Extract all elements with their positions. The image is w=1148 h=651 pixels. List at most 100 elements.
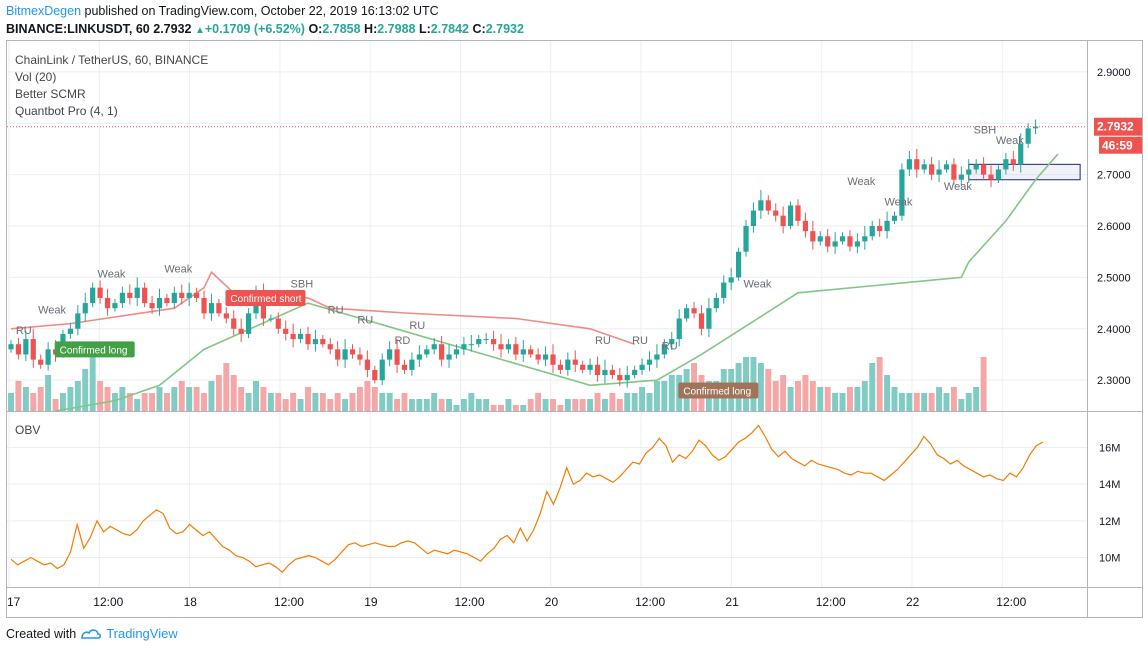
candle-body bbox=[758, 200, 764, 211]
candle-body bbox=[750, 210, 757, 226]
volume-bar bbox=[795, 381, 801, 411]
candle-body bbox=[194, 292, 200, 298]
legend-quantbot[interactable]: Quantbot Pro (4, 1) bbox=[15, 104, 118, 118]
annotation-label: Weak bbox=[98, 268, 126, 280]
volume-bar bbox=[282, 399, 289, 411]
candle-body bbox=[795, 205, 801, 221]
volume-bar bbox=[639, 387, 646, 411]
obv-tick-label: 12M bbox=[1099, 516, 1120, 528]
volume-bar bbox=[171, 387, 178, 411]
time-tick-label: 18 bbox=[184, 595, 198, 609]
volume-bar bbox=[757, 363, 764, 411]
volume-bar bbox=[386, 393, 393, 411]
volume-bar bbox=[846, 387, 853, 411]
volume-bar bbox=[661, 381, 668, 411]
legend-scmr[interactable]: Better SCMR bbox=[15, 87, 86, 101]
candle-body bbox=[245, 313, 252, 334]
time-tick-label: 20 bbox=[545, 595, 559, 609]
volume-bar bbox=[898, 393, 905, 411]
legend-volume[interactable]: Vol (20) bbox=[15, 70, 57, 84]
candle-body bbox=[439, 344, 445, 360]
candle-body bbox=[921, 164, 927, 170]
candle-body bbox=[906, 159, 912, 170]
volume-bar bbox=[453, 405, 460, 411]
annotation-label: Weak bbox=[944, 181, 972, 193]
published-line: BitmexDegen published on TradingView.com… bbox=[6, 4, 439, 18]
signal-label-box bbox=[678, 382, 759, 399]
volume-bar bbox=[490, 405, 497, 411]
time-tick-label: 22 bbox=[906, 595, 920, 609]
tradingview-link[interactable]: TradingView bbox=[106, 626, 178, 641]
candle-body bbox=[669, 339, 675, 345]
candle-body bbox=[557, 364, 564, 370]
volume-bar bbox=[542, 399, 549, 411]
candle-body bbox=[580, 364, 586, 370]
volume-bar bbox=[245, 393, 252, 411]
volume-bar bbox=[119, 387, 126, 411]
candle-body bbox=[973, 164, 979, 170]
chart-legend: ChainLink / TetherUS, 60, BINANCE Vol (2… bbox=[15, 52, 208, 120]
annotation-label: Weak bbox=[847, 176, 875, 188]
candle-body bbox=[97, 287, 103, 298]
candle-body bbox=[587, 364, 593, 370]
candle-body bbox=[476, 339, 482, 345]
candle-body bbox=[520, 349, 526, 355]
volume-bar bbox=[520, 405, 527, 411]
volume-bar bbox=[483, 399, 490, 411]
volume-bar bbox=[498, 405, 504, 411]
annotation-label: RU bbox=[662, 340, 678, 352]
candle-body bbox=[966, 169, 972, 175]
candle-body bbox=[453, 349, 460, 355]
candle-body bbox=[424, 349, 430, 355]
author-link[interactable]: BitmexDegen bbox=[6, 4, 82, 18]
volume-bar bbox=[921, 393, 928, 411]
candle-body bbox=[238, 328, 244, 334]
long-stop-line bbox=[55, 153, 1059, 412]
volume-bar bbox=[869, 363, 876, 411]
volume-bar bbox=[512, 405, 519, 411]
volume-bar bbox=[319, 393, 326, 411]
countdown-tag bbox=[1099, 136, 1142, 154]
candle-body bbox=[171, 292, 177, 304]
volume-bar bbox=[958, 399, 965, 411]
open-label: O: bbox=[308, 22, 323, 36]
candle-body bbox=[201, 297, 207, 314]
candle-body bbox=[839, 236, 846, 242]
volume-bar bbox=[653, 381, 660, 411]
volume-bar bbox=[371, 387, 378, 411]
annotation-label: Weak bbox=[996, 135, 1024, 147]
annotation-label: SBH bbox=[974, 125, 997, 137]
volume-bar bbox=[149, 393, 156, 411]
legend-title[interactable]: ChainLink / TetherUS, 60, BINANCE bbox=[15, 53, 209, 67]
candle-body bbox=[231, 318, 237, 329]
volume-bar bbox=[408, 399, 415, 411]
tradingview-logo-icon bbox=[81, 628, 102, 639]
high-value: 2.7988 bbox=[377, 22, 416, 36]
candle-body bbox=[409, 359, 415, 370]
volume-bar bbox=[178, 381, 185, 411]
volume-bar bbox=[809, 381, 816, 411]
candle-body bbox=[773, 210, 779, 216]
volume-bar bbox=[950, 387, 957, 411]
volume-bar bbox=[74, 381, 81, 411]
candle-body bbox=[728, 277, 734, 283]
volume-bar bbox=[535, 393, 542, 411]
volume-bar bbox=[253, 381, 259, 411]
annotation-label: RU bbox=[328, 304, 344, 316]
candle-body bbox=[1010, 159, 1016, 165]
volume-bar bbox=[475, 399, 482, 411]
time-tick-label: 12:00 bbox=[816, 595, 846, 609]
candle-body bbox=[149, 303, 155, 309]
candle-body bbox=[179, 292, 185, 298]
volume-bar bbox=[854, 387, 861, 411]
candle-body bbox=[82, 303, 88, 314]
candle-body bbox=[743, 226, 749, 252]
annotation-label: SBH bbox=[291, 279, 314, 291]
annotation-label: Weak bbox=[743, 279, 771, 291]
time-tick-label: 21 bbox=[725, 595, 739, 609]
candle-body bbox=[528, 349, 534, 355]
candle-body bbox=[134, 287, 140, 298]
time-tick-label: 12:00 bbox=[274, 595, 304, 609]
candle-body bbox=[127, 292, 133, 298]
